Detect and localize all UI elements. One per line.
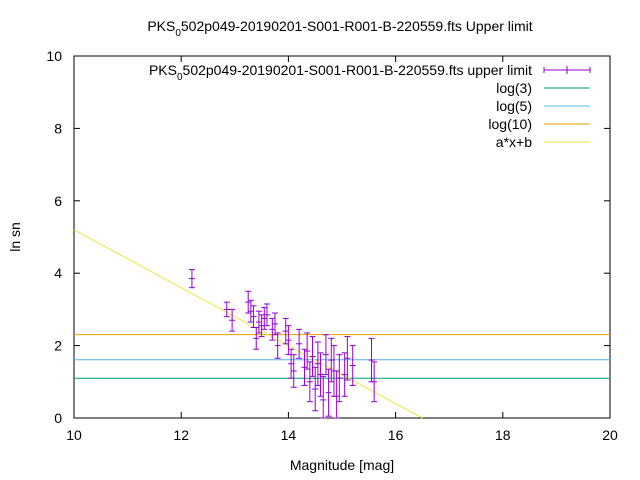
y-tick-label: 2 bbox=[54, 338, 62, 354]
x-axis-label: Magnitude [mag] bbox=[290, 457, 394, 473]
data-point bbox=[371, 361, 378, 403]
x-tick-label: 14 bbox=[281, 427, 297, 443]
chart-title-sub: 0 bbox=[175, 28, 181, 39]
x-tick-label: 12 bbox=[173, 427, 189, 443]
data-point bbox=[368, 337, 375, 383]
x-tick-label: 10 bbox=[66, 427, 82, 443]
fit-line bbox=[73, 229, 423, 419]
data-point bbox=[188, 269, 195, 289]
data-point bbox=[301, 348, 308, 386]
tick-labels: 10 12 14 16 18 20 0 2 4 6 8 10 bbox=[46, 48, 618, 443]
data-point bbox=[325, 368, 332, 417]
legend-series-rest: 502p049-20190201-S001-R001-B-220559.fts … bbox=[183, 62, 533, 78]
axis-ticks bbox=[73, 55, 611, 419]
data-point bbox=[223, 301, 230, 318]
data-point bbox=[306, 361, 313, 403]
y-tick-label: 6 bbox=[54, 193, 62, 209]
legend-series-sub: 0 bbox=[177, 72, 183, 83]
chart-title-rest: 502p049-20190201-S001-R001-B-220559.fts … bbox=[181, 18, 533, 34]
legend-label-fit: a*x+b bbox=[496, 134, 532, 150]
chart-title-main: PKS bbox=[147, 18, 175, 34]
data-point bbox=[320, 375, 327, 419]
data-point bbox=[245, 290, 252, 314]
legend-keys bbox=[543, 66, 591, 143]
plot-frame bbox=[73, 55, 611, 419]
chart-title: PKS0502p049-20190201-S001-R001-B-220559.… bbox=[147, 18, 532, 39]
data-point bbox=[304, 332, 311, 370]
y-tick-label: 4 bbox=[54, 265, 62, 281]
data-points bbox=[188, 269, 378, 419]
data-point bbox=[322, 334, 329, 376]
data-point bbox=[312, 366, 319, 412]
reference-lines bbox=[73, 229, 610, 419]
data-point bbox=[269, 317, 276, 341]
data-point bbox=[317, 352, 324, 397]
data-point bbox=[336, 354, 343, 403]
data-point bbox=[282, 317, 289, 345]
y-tick-label: 8 bbox=[54, 120, 62, 136]
legend-label-log5: log(5) bbox=[496, 98, 532, 114]
data-point bbox=[229, 308, 236, 332]
y-axis-label: ln sn bbox=[7, 222, 23, 252]
data-point bbox=[341, 352, 348, 397]
legend-series-main: PKS bbox=[149, 62, 177, 78]
data-point bbox=[274, 332, 281, 359]
data-point bbox=[309, 336, 316, 377]
legend-label-series: PKS0502p049-20190201-S001-R001-B-220559.… bbox=[149, 62, 532, 83]
data-point bbox=[344, 336, 351, 381]
legend-label-log3: log(3) bbox=[496, 80, 532, 96]
data-point bbox=[314, 341, 321, 386]
legend: PKS0502p049-20190201-S001-R001-B-220559.… bbox=[149, 62, 591, 150]
data-point bbox=[296, 328, 303, 359]
data-point bbox=[290, 354, 297, 388]
data-point bbox=[272, 312, 278, 336]
data-point bbox=[328, 337, 335, 383]
legend-label-log10: log(10) bbox=[488, 116, 532, 132]
data-point bbox=[349, 345, 356, 386]
data-point bbox=[247, 299, 254, 323]
data-point bbox=[288, 348, 295, 379]
data-point bbox=[263, 303, 270, 327]
data-point bbox=[333, 370, 340, 419]
x-tick-label: 16 bbox=[388, 427, 404, 443]
x-tick-label: 20 bbox=[602, 427, 618, 443]
y-tick-label: 0 bbox=[54, 410, 62, 426]
data-point bbox=[285, 325, 292, 356]
x-tick-label: 18 bbox=[495, 427, 511, 443]
data-point bbox=[253, 327, 260, 350]
data-point bbox=[250, 305, 257, 328]
y-tick-label: 10 bbox=[46, 48, 62, 64]
